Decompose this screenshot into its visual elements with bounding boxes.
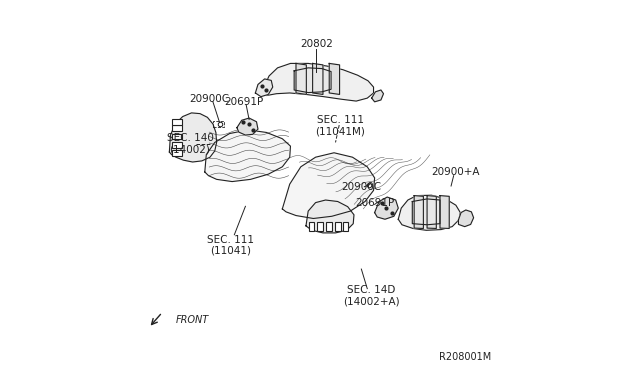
Polygon shape — [306, 200, 354, 233]
Bar — [326, 222, 332, 231]
Text: 20900C: 20900C — [189, 94, 229, 104]
Polygon shape — [263, 63, 374, 101]
Polygon shape — [374, 197, 398, 219]
Polygon shape — [294, 68, 331, 93]
Polygon shape — [170, 113, 216, 162]
Polygon shape — [372, 90, 383, 102]
Text: SEC. 111: SEC. 111 — [317, 115, 364, 125]
Polygon shape — [414, 196, 424, 228]
Text: 20691P: 20691P — [355, 198, 394, 208]
Text: 20900+A: 20900+A — [431, 167, 480, 177]
Polygon shape — [255, 79, 273, 97]
Polygon shape — [440, 196, 449, 228]
Polygon shape — [329, 63, 340, 94]
Text: (14002+A): (14002+A) — [342, 296, 399, 306]
Polygon shape — [296, 63, 307, 94]
Text: (11041M): (11041M) — [316, 126, 365, 137]
Polygon shape — [458, 210, 474, 227]
Bar — [172, 134, 182, 140]
Polygon shape — [427, 196, 436, 228]
Text: SEC. 140: SEC. 140 — [166, 133, 214, 143]
Bar — [172, 150, 182, 156]
Bar — [308, 222, 314, 231]
Text: SEC. 111: SEC. 111 — [207, 234, 254, 244]
Text: FRONT: FRONT — [175, 315, 209, 325]
Bar — [335, 222, 340, 231]
Polygon shape — [237, 118, 258, 135]
Polygon shape — [312, 63, 323, 94]
Polygon shape — [282, 153, 374, 218]
Polygon shape — [205, 130, 291, 182]
Bar — [172, 125, 182, 131]
Polygon shape — [398, 195, 460, 230]
Text: R208001M: R208001M — [440, 352, 492, 362]
Bar — [317, 222, 323, 231]
Text: 20691P: 20691P — [225, 97, 264, 107]
Text: SEC. 14D: SEC. 14D — [347, 285, 395, 295]
Polygon shape — [412, 199, 440, 225]
Text: (11041): (11041) — [210, 246, 251, 256]
Bar — [172, 142, 182, 148]
Text: (14002): (14002) — [170, 144, 211, 154]
Bar — [172, 119, 182, 125]
Bar — [342, 222, 348, 231]
Text: 20900C: 20900C — [341, 182, 381, 192]
Text: 20802: 20802 — [300, 39, 333, 49]
